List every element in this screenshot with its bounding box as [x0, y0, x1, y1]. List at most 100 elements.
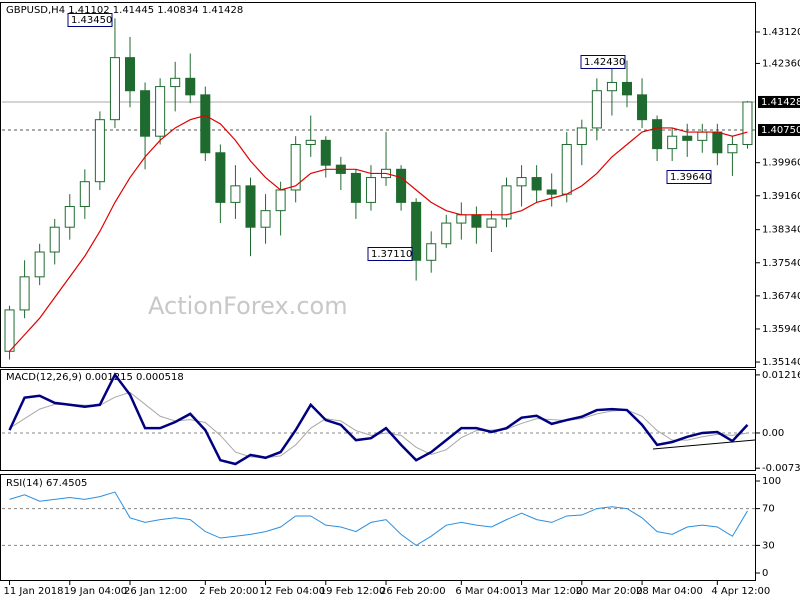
y-tick-label: -0.007384: [762, 463, 800, 474]
candle-body: [64, 206, 75, 228]
candle-body: [606, 81, 617, 92]
rsi-panel: [0, 474, 756, 581]
trend-line: [652, 439, 756, 450]
macd-title: MACD(12,26,9) 0.001215 0.000518: [6, 372, 184, 383]
candle-body: [591, 90, 602, 129]
y-tick-label: 1.39960: [762, 158, 800, 169]
x-tick-label: 19 Jan 04:00: [64, 586, 127, 597]
candle-body: [260, 210, 271, 228]
candle-body: [727, 143, 738, 154]
x-tick-label: 2 Feb 20:00: [199, 586, 258, 597]
x-tick-label: 11 Jan 2018: [4, 586, 64, 597]
candle-body: [170, 77, 181, 88]
annotation-label: 1.37110: [371, 249, 412, 260]
candle-body: [19, 276, 30, 311]
candle-body: [546, 189, 557, 195]
y-tick-label: 70: [762, 504, 775, 515]
candle-body: [185, 77, 196, 96]
y-tick-label: 1.43120: [762, 27, 800, 38]
macd-line: [9, 391, 748, 459]
x-tick-label: 4 Apr 12:00: [711, 586, 770, 597]
candle-body: [441, 222, 452, 245]
chart-title: GBPUSD,H4 1.41102 1.41445 1.40834 1.4142…: [6, 5, 243, 16]
candle-body: [245, 185, 256, 228]
annotation-label: 1.43450: [71, 15, 112, 26]
macd-line: [8, 372, 749, 466]
x-tick-label: 26 Jan 12:00: [124, 586, 187, 597]
candle-body: [350, 172, 361, 203]
y-tick-label: 100: [762, 476, 781, 487]
candle-body: [576, 127, 587, 145]
rsi-title: RSI(14) 67.4505: [6, 478, 87, 489]
candle-body: [396, 168, 407, 203]
annotation-box: [67, 13, 113, 27]
candle-body: [109, 57, 120, 121]
x-tick-label: 12 Feb 04:00: [260, 586, 326, 597]
candle-body: [652, 119, 663, 150]
y-tick-label: 30: [762, 540, 775, 551]
candle-body: [230, 185, 241, 203]
y-tick-label: 0.00: [762, 428, 784, 439]
x-tick-label: 28 Mar 04:00: [636, 586, 703, 597]
candle-body: [712, 131, 723, 154]
x-tick-label: 13 Mar 12:00: [516, 586, 583, 597]
candle-body: [411, 201, 422, 261]
candle-body: [49, 226, 60, 253]
annotation-label: 1.39640: [670, 172, 711, 183]
y-tick-label: 1.36740: [762, 291, 800, 302]
candle-body: [215, 152, 226, 203]
candle-body: [471, 214, 482, 228]
candle-body: [305, 139, 316, 145]
y-tick-label: 0.012164: [762, 370, 800, 381]
candle-body: [365, 177, 376, 203]
candle-body: [275, 189, 286, 212]
moving-average: [9, 114, 748, 352]
candle-body: [140, 90, 151, 137]
candle-body: [94, 119, 105, 183]
price-box-label: 1.41428: [761, 97, 800, 108]
y-tick-label: 1.38340: [762, 225, 800, 236]
x-tick-label: 6 Mar 04:00: [455, 586, 515, 597]
y-tick-label: 0: [762, 568, 768, 579]
candle-body: [621, 81, 633, 96]
candle-body: [682, 135, 693, 141]
candle-body: [4, 309, 15, 352]
candle-body: [742, 101, 753, 145]
annotation-label: 1.42430: [584, 57, 625, 68]
annotation-box: [666, 170, 712, 184]
candle-body: [426, 243, 437, 261]
candle-body: [79, 181, 90, 208]
rsi-line: [9, 491, 748, 547]
candle-body: [486, 218, 497, 228]
y-tick-label: 1.35140: [762, 357, 800, 368]
candle-body: [667, 135, 678, 150]
candle-body: [501, 185, 512, 220]
candle-body: [456, 214, 467, 224]
y-tick-label: 1.37540: [762, 258, 800, 269]
candle-body: [531, 177, 542, 191]
candle-body: [200, 94, 211, 154]
macd-panel: [0, 369, 756, 471]
candle-body: [34, 251, 45, 278]
candle-body: [516, 177, 527, 187]
candle-body: [697, 131, 708, 141]
candle-body: [124, 57, 136, 92]
y-tick-label: 1.35940: [762, 324, 800, 335]
annotation-box: [367, 247, 413, 261]
x-tick-label: 26 Feb 20:00: [380, 586, 446, 597]
price-box: [758, 95, 800, 108]
y-tick-label: 1.42360: [762, 58, 800, 69]
candle-body: [320, 139, 331, 166]
candle-body: [637, 94, 648, 121]
y-tick-label: 1.39160: [762, 191, 800, 202]
x-tick-label: 19 Feb 12:00: [320, 586, 386, 597]
price-box: [758, 124, 800, 137]
candle-body: [155, 86, 166, 137]
candle-body: [290, 143, 301, 191]
annotation-box: [580, 55, 626, 69]
candle-body: [561, 143, 572, 195]
price-panel: [0, 2, 756, 368]
price-box-label: 1.40750: [761, 125, 800, 136]
x-tick-label: 20 Mar 20:00: [576, 586, 643, 597]
